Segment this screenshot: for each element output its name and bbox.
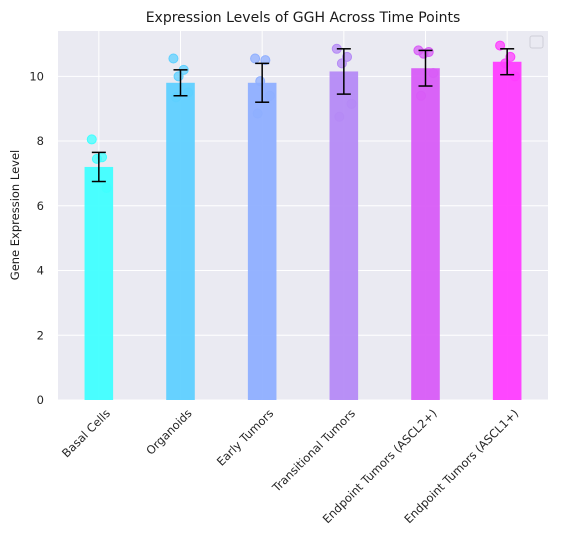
data-point <box>252 108 263 119</box>
data-point <box>91 153 102 164</box>
data-point <box>260 55 271 66</box>
x-tick-label: Transitional Tumors <box>269 406 358 495</box>
y-tick-label: 0 <box>37 393 44 407</box>
data-point <box>86 134 97 145</box>
bar <box>84 166 114 400</box>
y-axis-label: Gene Expression Level <box>8 150 22 280</box>
bar <box>166 82 195 400</box>
data-point <box>495 40 506 51</box>
data-point <box>168 53 179 64</box>
chart-title: Expression Levels of GGH Across Time Poi… <box>146 10 461 26</box>
data-point <box>415 90 426 101</box>
data-point <box>334 111 345 122</box>
data-point <box>173 71 184 82</box>
plot-background <box>58 31 548 400</box>
y-tick-label: 2 <box>37 328 44 342</box>
bar <box>329 71 359 401</box>
x-tick-labels: Basal Cells Organoids Early TumorsTransiti… <box>59 406 521 526</box>
y-tick-label: 4 <box>37 264 44 278</box>
data-point <box>500 58 511 69</box>
data-point <box>255 76 266 87</box>
data-point <box>346 98 357 109</box>
data-point <box>336 58 347 69</box>
data-point <box>264 90 275 101</box>
x-tick-label: Early Tumors <box>214 406 276 468</box>
bar <box>411 68 440 400</box>
data-point <box>250 53 261 64</box>
y-tick-label: 10 <box>29 69 44 83</box>
bar <box>492 61 522 400</box>
data-point <box>170 92 181 103</box>
y-tick-label: 6 <box>37 199 44 213</box>
data-point <box>509 71 520 82</box>
data-point <box>342 51 353 62</box>
legend-box <box>529 35 544 49</box>
x-tick-label: Organoids <box>143 406 194 457</box>
error-bars <box>91 48 515 183</box>
x-tick-label: Basal Cells <box>59 406 113 460</box>
data-point <box>428 68 439 79</box>
data-points <box>86 40 520 193</box>
y-tick-label: 8 <box>37 134 44 148</box>
bar <box>247 82 277 400</box>
data-point <box>183 87 194 98</box>
data-point <box>505 51 516 62</box>
data-point <box>101 182 112 193</box>
y-tick-labels: 0 2 4 6 8 10 <box>29 69 44 407</box>
bars <box>84 61 522 401</box>
